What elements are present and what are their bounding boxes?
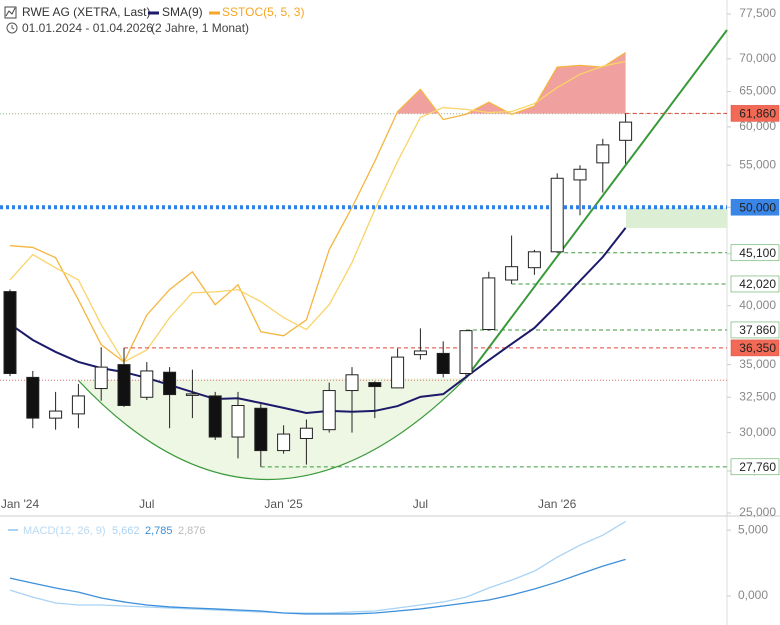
candle-body bbox=[49, 410, 63, 419]
candle-body bbox=[3, 291, 17, 375]
overlay: 61,860 50,000 45,100 42,020 37,860 36,350 27,7… bbox=[0, 105, 780, 615]
candle-body bbox=[140, 370, 154, 398]
level-label: 27,760 bbox=[739, 460, 776, 474]
x-tick-label: Jan '24 bbox=[1, 497, 40, 511]
candle-body bbox=[482, 277, 496, 330]
candle-body bbox=[596, 144, 610, 164]
candle-body bbox=[459, 330, 473, 375]
y-tick-label: 70,000 bbox=[739, 51, 776, 65]
y-tick-label: 5,000 bbox=[738, 522, 768, 536]
candle-body bbox=[436, 352, 450, 375]
candle-body bbox=[185, 393, 199, 396]
sma-line bbox=[9, 227, 627, 415]
trend-line bbox=[465, 29, 728, 379]
legend-icon bbox=[5, 7, 16, 17]
level-label-bg bbox=[730, 275, 780, 293]
macd-title: MACD(12, 26, 9) bbox=[23, 525, 106, 537]
clock-icon bbox=[6, 22, 18, 34]
level-label: 42,020 bbox=[739, 277, 776, 291]
candle-body bbox=[550, 177, 564, 253]
candle-body bbox=[368, 382, 382, 388]
cup-arc bbox=[77, 377, 467, 480]
level-label: 37,860 bbox=[739, 323, 776, 337]
legend-icon bbox=[4, 6, 17, 19]
candle-body bbox=[277, 433, 291, 452]
y-tick-label: 35,000 bbox=[739, 357, 776, 371]
legend-instrument: RWE AG (XETRA, Last) bbox=[22, 5, 150, 19]
level-label: 45,100 bbox=[739, 246, 776, 260]
target-box bbox=[626, 208, 727, 228]
y-tick-label: 30,000 bbox=[739, 425, 776, 439]
candle-body bbox=[322, 390, 336, 431]
macd-value: 5,662 bbox=[112, 525, 140, 537]
macd-difference: 2,876 bbox=[178, 525, 206, 537]
legend-sma: SMA(9) bbox=[162, 5, 203, 19]
candle-body bbox=[163, 371, 177, 396]
level-label: 61,860 bbox=[739, 107, 776, 121]
candle-body bbox=[208, 395, 222, 438]
candle-body bbox=[299, 427, 313, 440]
y-tick-label: 25,000 bbox=[739, 505, 776, 519]
candle-body bbox=[413, 350, 427, 356]
candle-body bbox=[619, 121, 633, 141]
level-label-bg bbox=[730, 199, 780, 216]
stoch-line bbox=[9, 60, 626, 363]
level-label-bg bbox=[730, 458, 780, 476]
clock-icon bbox=[11, 25, 15, 30]
candle-body bbox=[254, 407, 268, 452]
candle-body bbox=[117, 364, 131, 407]
stoch-line bbox=[9, 51, 626, 363]
candle-body bbox=[26, 376, 40, 419]
macd-line bbox=[9, 558, 626, 615]
y-tick-label: 55,000 bbox=[739, 157, 776, 171]
candle-body bbox=[505, 266, 519, 281]
candle-body bbox=[527, 251, 541, 269]
y-tick-label: 77,500 bbox=[739, 6, 776, 20]
stoch-fill bbox=[10, 52, 626, 114]
legend-duration: (2 Jahre, 1 Monat) bbox=[151, 21, 249, 35]
y-tick-label: 32,500 bbox=[739, 389, 776, 403]
legend-range: 01.01.2024 - 01.04.2026 bbox=[22, 21, 153, 35]
candle-body bbox=[573, 168, 587, 181]
x-tick-label: Jan '26 bbox=[538, 497, 577, 511]
x-tick-label: Jul bbox=[413, 497, 428, 511]
level-label-bg bbox=[730, 339, 780, 357]
legend: RWE AG (XETRA, Last) SMA(9) SSTOC(5, 5, … bbox=[4, 5, 304, 35]
y-tick-label: 60,000 bbox=[739, 119, 776, 133]
x-tick-label: Jan '25 bbox=[264, 497, 303, 511]
cup-fill bbox=[78, 378, 466, 480]
y-tick-label: 65,000 bbox=[739, 84, 776, 98]
y-tick-label: 40,000 bbox=[739, 298, 776, 312]
candle-body bbox=[71, 395, 85, 415]
x-tick-label: Jul bbox=[139, 497, 154, 511]
level-label: 36,350 bbox=[739, 341, 776, 355]
level-label-bg bbox=[730, 105, 780, 122]
macd-line bbox=[9, 520, 626, 614]
candle-body bbox=[94, 366, 108, 390]
candle-body bbox=[231, 405, 245, 438]
candle-body bbox=[391, 356, 405, 389]
macd-signal: 2,785 bbox=[145, 525, 173, 537]
level-label: 50,000 bbox=[739, 200, 776, 214]
level-label-bg bbox=[730, 244, 780, 262]
legend-stoch: SSTOC(5, 5, 3) bbox=[222, 5, 304, 19]
candle-body bbox=[345, 374, 359, 392]
y-tick-label: 0,000 bbox=[738, 588, 768, 602]
level-label-bg bbox=[730, 321, 780, 339]
